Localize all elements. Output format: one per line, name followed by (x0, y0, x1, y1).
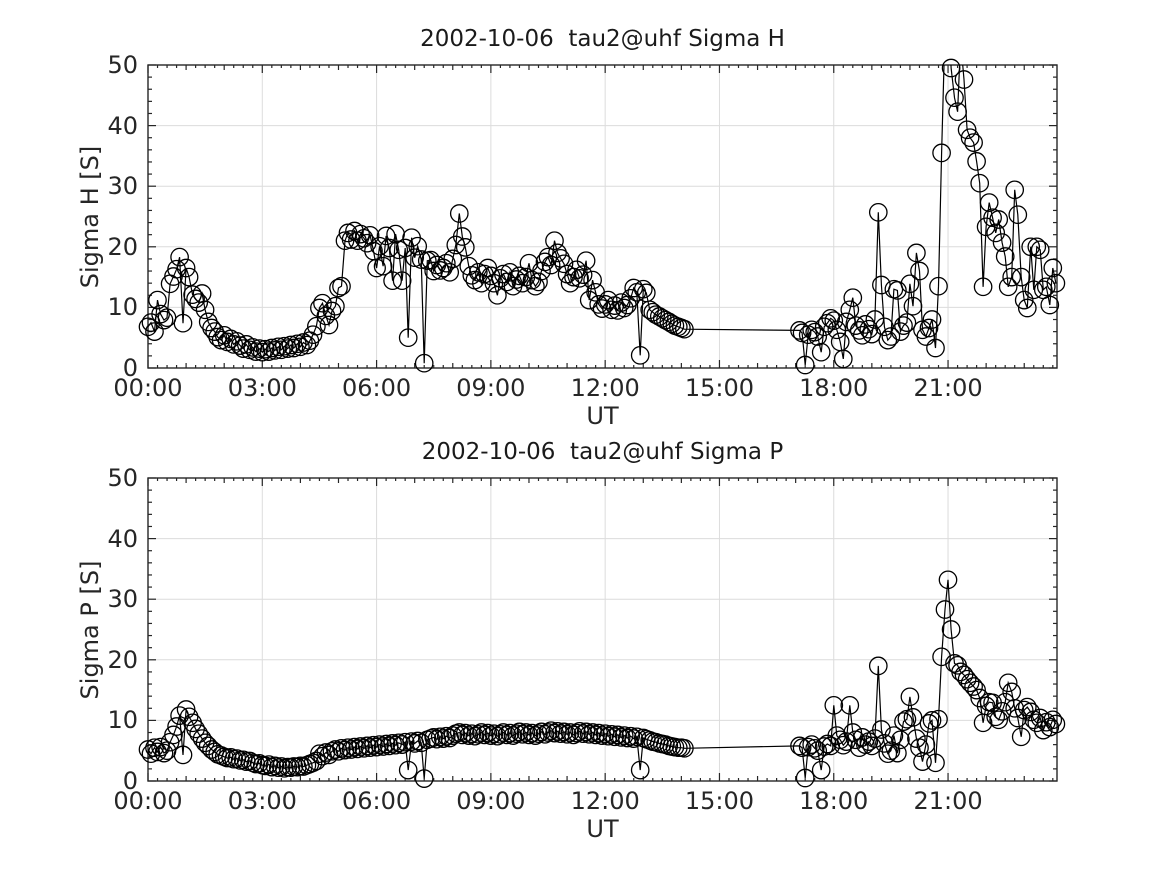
y-tick-label: 10 (107, 293, 138, 322)
y-tick-label: 30 (107, 585, 138, 614)
x-axis-label-ut-top: UT (586, 402, 619, 430)
y-tick-label: 0 (122, 767, 138, 795)
y-tick-label: 30 (107, 172, 138, 201)
x-tick-label: 00:00 (113, 787, 183, 815)
axes-box (147, 64, 1058, 369)
x-tick-label: 15:00 (684, 374, 755, 402)
plot-title-sigma-p: 2002-10-06 tau2@uhf Sigma P (421, 439, 784, 465)
axes-box (147, 477, 1058, 782)
x-tick-label: 21:00 (913, 787, 983, 815)
x-tick-label: 03:00 (227, 787, 297, 815)
series-line (148, 579, 1057, 779)
y-tick-label: 40 (107, 111, 138, 140)
y-tick-label: 50 (107, 464, 138, 492)
y-axis-label-sigma-h: Sigma H [S] (76, 145, 104, 289)
x-tick-label: 18:00 (799, 787, 869, 815)
axis-ticks (147, 64, 1057, 369)
y-tick-label: 50 (107, 51, 138, 79)
x-tick-label: 09:00 (456, 374, 526, 402)
series-line (148, 65, 1057, 366)
x-tick-label: 15:00 (684, 787, 755, 815)
y-axis-label-sigma-p: Sigma P [S] (76, 560, 104, 700)
y-tick-label: 0 (122, 354, 138, 382)
series-markers (138, 58, 1066, 375)
x-tick-label: 03:00 (227, 374, 297, 402)
x-axis-label-ut-bottom: UT (586, 815, 619, 843)
y-tick-label: 10 (107, 706, 138, 735)
x-tick-label: 18:00 (799, 374, 869, 402)
gridlines (148, 65, 1057, 368)
y-tick-label: 20 (107, 645, 138, 674)
x-tick-label: 12:00 (570, 374, 640, 402)
plot-area-sigma-h (138, 58, 1066, 375)
y-tick-label: 20 (107, 232, 138, 261)
x-tick-label: 06:00 (341, 374, 412, 402)
x-tick-label: 21:00 (913, 374, 983, 402)
x-tick-label: 12:00 (570, 787, 640, 815)
x-tick-label: 06:00 (341, 787, 412, 815)
plot-title-sigma-h: 2002-10-06 tau2@uhf Sigma H (420, 26, 785, 52)
plot-area-sigma-p (138, 477, 1066, 788)
x-tick-label: 09:00 (456, 787, 526, 815)
y-tick-label: 40 (107, 524, 138, 553)
series-markers (138, 570, 1066, 788)
x-tick-label: 00:00 (113, 374, 183, 402)
